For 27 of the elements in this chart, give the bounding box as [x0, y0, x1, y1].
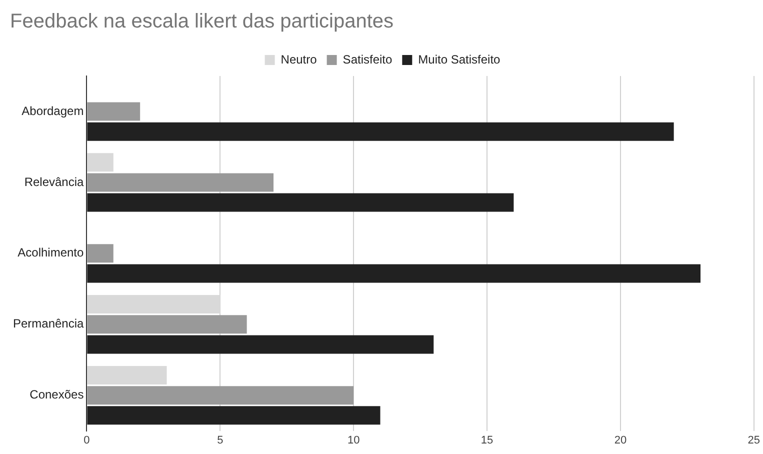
bar — [87, 193, 514, 212]
chart-title: Feedback na escala likert das participantes — [10, 10, 394, 33]
legend-label: Muito Satisfeito — [418, 52, 501, 66]
x-tick-label: 0 — [84, 434, 90, 446]
x-tick-label: 15 — [480, 434, 494, 446]
y-tick-label: Abordagem — [22, 104, 84, 118]
y-tick-label: Conexões — [30, 388, 84, 402]
y-tick-label: Permanência — [12, 316, 84, 331]
bar — [87, 173, 274, 192]
x-tick-label: 25 — [748, 434, 760, 446]
y-tick-label: Relevância — [24, 174, 84, 189]
bar — [87, 122, 674, 141]
bar — [87, 244, 114, 263]
legend-label: Neutro — [280, 52, 318, 66]
bar — [87, 406, 380, 425]
bar — [87, 386, 354, 405]
x-tick-label: 5 — [217, 434, 224, 446]
bar — [87, 315, 247, 334]
bar — [87, 102, 140, 121]
y-tick-label: Acolhimento — [18, 246, 84, 260]
x-tick-label: 10 — [347, 434, 360, 446]
bar — [87, 264, 701, 283]
bar — [87, 335, 434, 354]
bar — [87, 153, 114, 172]
legend-label: Satisfeito — [342, 52, 392, 66]
bar — [87, 366, 167, 384]
x-tick-label: 20 — [614, 434, 627, 446]
